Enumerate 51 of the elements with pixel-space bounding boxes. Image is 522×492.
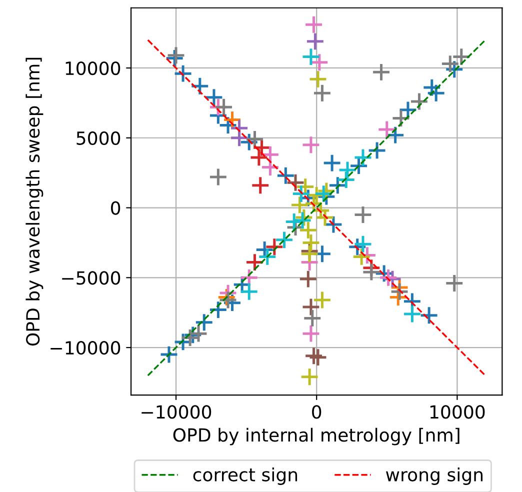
point [302, 233, 320, 252]
y-tick-label: −5000 [62, 271, 120, 285]
point [302, 324, 320, 344]
point [298, 270, 318, 289]
legend-label: correct sign [193, 467, 298, 485]
point [354, 205, 372, 224]
point [300, 367, 320, 386]
y-tick-label: 5000 [76, 131, 120, 145]
point [276, 166, 296, 186]
point [166, 46, 186, 65]
point [249, 148, 268, 167]
y-tick-label: 0 [111, 201, 120, 215]
point [322, 154, 342, 172]
y-tick-label: −10000 [50, 341, 120, 355]
point [274, 230, 294, 250]
point [402, 304, 422, 324]
point [218, 290, 238, 310]
y-tick-label: 10000 [66, 61, 120, 76]
y-axis-title: OPD by wavelength sweep [nm] [26, 58, 44, 346]
point [302, 47, 320, 66]
x-tick-label: −10000 [142, 405, 212, 419]
point [368, 140, 387, 160]
point [298, 220, 318, 240]
point [312, 84, 332, 103]
x-axis-title: OPD by internal metrology [nm] [173, 428, 460, 446]
point [258, 247, 277, 266]
point [304, 15, 324, 34]
point [214, 98, 234, 117]
point [426, 84, 446, 103]
point [308, 70, 328, 89]
x-tick-label: 0 [312, 405, 322, 419]
point [290, 196, 310, 214]
point [250, 176, 270, 195]
point [306, 32, 325, 51]
point [240, 282, 259, 302]
point [362, 262, 381, 282]
point [302, 135, 320, 154]
point [264, 237, 284, 256]
point [372, 62, 391, 82]
x-tick-label: 10000 [430, 405, 485, 419]
point [312, 290, 332, 310]
point [410, 92, 429, 111]
point [390, 282, 410, 302]
legend-label: wrong sign [386, 467, 482, 485]
point [354, 234, 372, 254]
point [302, 308, 322, 328]
point [194, 312, 214, 332]
point [302, 298, 320, 316]
point [304, 346, 324, 366]
point [444, 274, 464, 293]
point [208, 168, 228, 186]
